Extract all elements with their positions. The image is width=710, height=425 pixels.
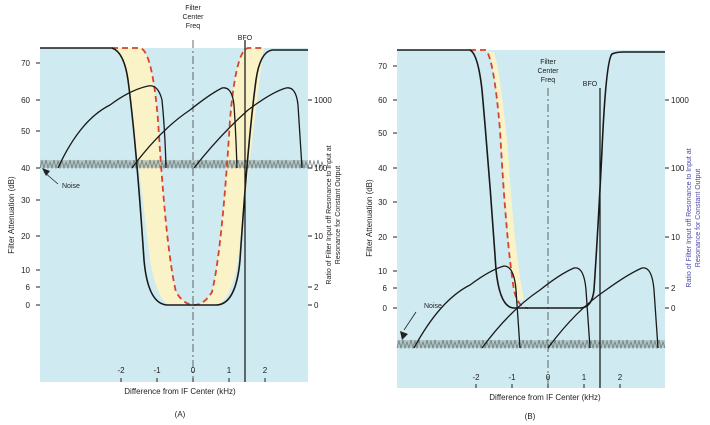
panel-a-x-tick-m2: -2 (117, 366, 125, 375)
panel-b-y-tick-40: 40 (378, 164, 387, 173)
panel-b-y-tick-0: 0 (383, 304, 388, 313)
panel-b-noise-leader (403, 311, 417, 331)
panel-a-r-tick-2: 2 (314, 283, 319, 292)
panel-a-x-tick-2: 2 (263, 366, 268, 375)
panel-b-x-tick-2: 2 (618, 373, 623, 382)
panel-a-y-tick-50: 50 (21, 127, 30, 136)
panel-b-response-1 (413, 265, 521, 349)
panel-b-x-tick-m1: -1 (508, 373, 516, 382)
panel-b-y-tick-10: 10 (378, 267, 387, 276)
panel-a-caption: (A) (175, 410, 186, 419)
panel-a-y-right-label-1: Ratio of Filter Input off Resonance to I… (326, 145, 333, 284)
panel-a-x-tick-0: 0 (191, 366, 196, 375)
panel-b-y-tick-30: 30 (378, 198, 387, 207)
panel-b-r-tick-100: 100 (671, 164, 685, 173)
panel-b-center-label-3: Freq (541, 77, 556, 84)
panel-a-noise-band (40, 160, 308, 168)
panel-a-y-tick-60: 60 (21, 96, 30, 105)
panel-b-y-tick-50: 50 (378, 129, 387, 138)
panel-a-response-3 (193, 87, 303, 169)
panel-b-x-tick-1: 1 (582, 373, 587, 382)
panel-a-response-2 (131, 87, 238, 169)
panel-b-noise-label: Noise (424, 303, 442, 310)
panel-b-r-tick-0: 0 (671, 304, 676, 313)
panel-b-noise-arrow (400, 331, 408, 340)
panel-a-r-tick-1000: 1000 (314, 96, 332, 105)
panel-a-y-left-label: Filter Attenuation (dB) (7, 176, 16, 254)
panel-b-right-ticks (665, 99, 669, 309)
panel-b-x-ticks (475, 384, 621, 388)
panel-a-background (40, 48, 308, 382)
panel-b-y-tick-6: 6 (383, 284, 388, 293)
panel-a-r-tick-100: 100 (314, 164, 328, 173)
panel-b-y-right-label-1: Ratio of Filter Input off Resonance to I… (686, 148, 693, 287)
panel-a-filter-curve (40, 47, 308, 306)
panel-b-y-tick-20: 20 (378, 233, 387, 242)
panel-a-bfo-label: BFO (238, 35, 253, 42)
panel-b-noise-grass (396, 339, 666, 350)
panel-b-y-tick-60: 60 (378, 96, 387, 105)
panel-b-r-tick-2: 2 (671, 284, 676, 293)
panel-a-x-ticks (120, 378, 266, 382)
panel-b-caption: (B) (525, 412, 536, 421)
panel-b-y-left-label: Filter Attenuation (dB) (365, 179, 374, 257)
panel-a-center-label-2: Center (182, 14, 204, 21)
panel-a-center-label-3: Freq (186, 23, 201, 30)
panel-a-x-tick-m1: -1 (153, 366, 161, 375)
panel-a-x-tick-1: 1 (227, 366, 232, 375)
panel-b-background (397, 50, 665, 388)
panel-a-y-tick-20: 20 (21, 232, 30, 241)
panel-a-y-tick-70: 70 (21, 59, 30, 68)
panel-b-r-tick-1000: 1000 (671, 96, 689, 105)
panel-b-passband (470, 50, 524, 300)
panel-a-left-ticks (36, 62, 40, 306)
panel-a-y-tick-30: 30 (21, 196, 30, 205)
panel-a-noise-arrow (42, 168, 50, 176)
panel-a-right-ticks (308, 99, 312, 306)
panel-b-noise-band (397, 340, 665, 348)
panel-b-filter-curve (397, 49, 665, 309)
panel-b-x-tick-m2: -2 (472, 373, 480, 382)
panel-b-x-tick-0: 0 (546, 373, 551, 382)
panel-b-r-tick-10: 10 (671, 233, 680, 242)
panel-a-response-1 (57, 85, 167, 169)
panel-a-y-right-label-2: Resonance for Constant Output (335, 166, 342, 265)
panel-b-response-3 (547, 267, 659, 349)
panel-a: 70 60 50 40 30 20 10 6 0 1000 100 10 2 0… (7, 5, 342, 419)
panel-a-center-label-1: Filter (185, 5, 201, 12)
panel-a-noise-label: Noise (62, 183, 80, 190)
panel-a-r-tick-10: 10 (314, 232, 323, 241)
panel-a-y-tick-10: 10 (21, 266, 30, 275)
panel-b-y-tick-70: 70 (378, 62, 387, 71)
panel-a-passband (112, 48, 264, 305)
panel-a-y-tick-6: 6 (26, 283, 31, 292)
panel-a-x-label: Difference from IF Center (kHz) (124, 387, 236, 396)
panel-a-y-tick-40: 40 (21, 164, 30, 173)
panel-b-dashed-curve (470, 49, 529, 309)
panel-b: 70 60 50 40 30 20 10 6 0 1000 100 10 2 0… (365, 49, 702, 421)
panel-b-x-label: Difference from IF Center (kHz) (489, 393, 601, 402)
panel-b-center-label-2: Center (537, 68, 559, 75)
panel-a-y-tick-0: 0 (26, 301, 31, 310)
panel-b-left-ticks (393, 65, 397, 309)
panel-b-y-right-label-2: Resonance for Constant Output (695, 169, 702, 268)
panel-b-center-label-1: Filter (540, 59, 556, 66)
panel-a-r-tick-0: 0 (314, 301, 319, 310)
panel-b-bfo-label: BFO (583, 81, 598, 88)
panel-a-noise-grass (39, 159, 325, 170)
